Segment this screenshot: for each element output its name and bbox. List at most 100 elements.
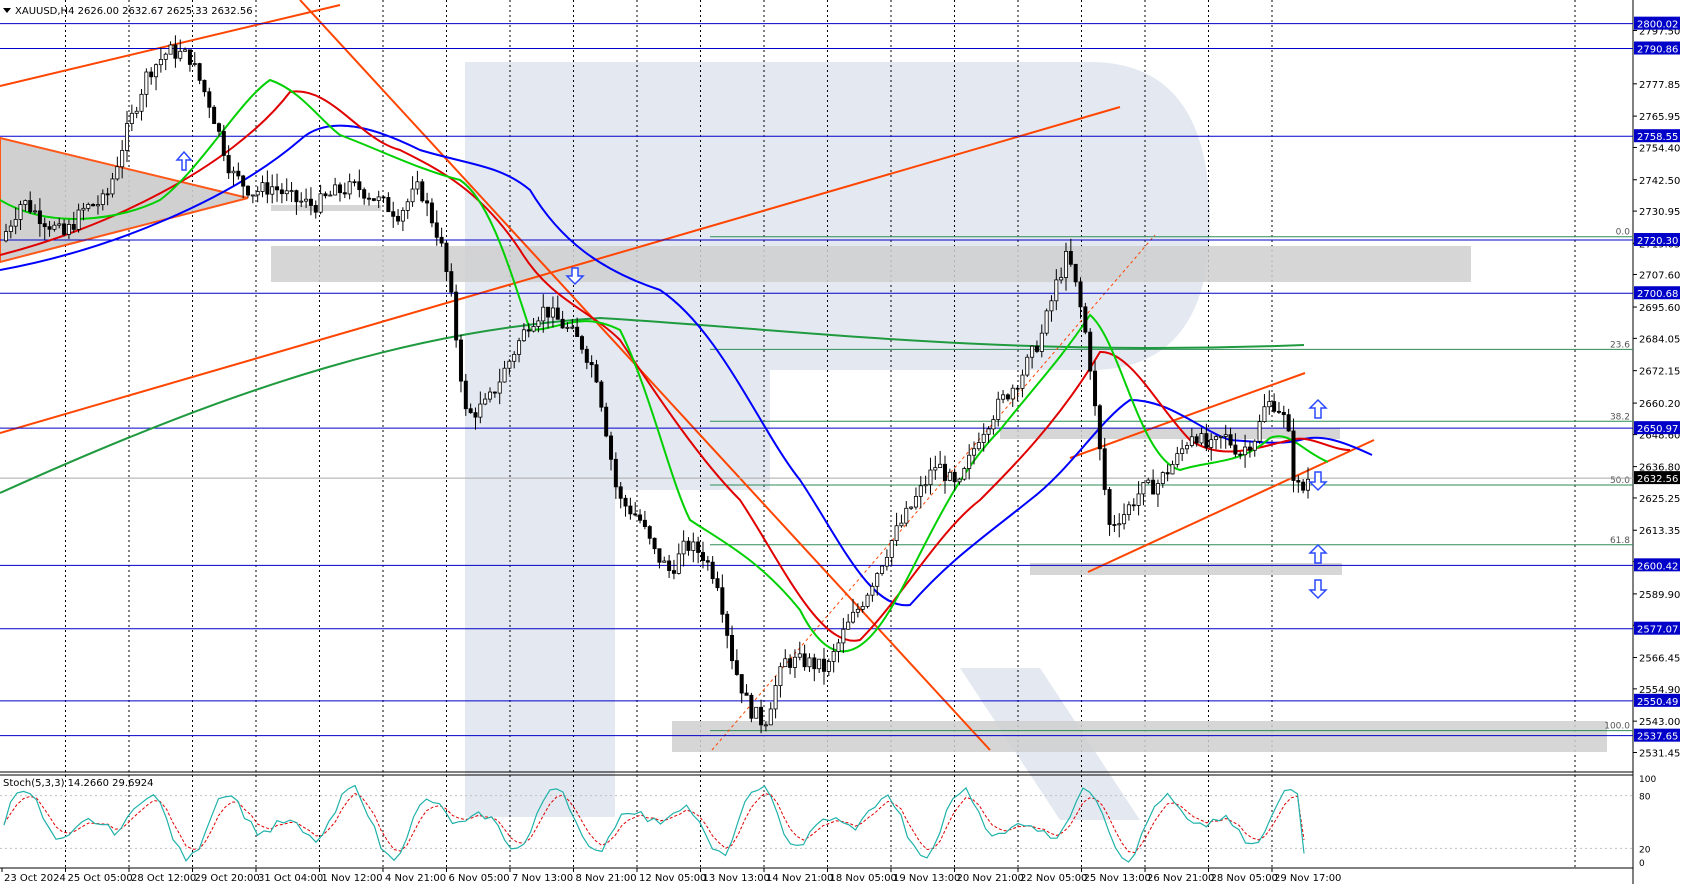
arrow-down-icon bbox=[565, 267, 585, 286]
candle-body bbox=[952, 471, 957, 483]
candle-body bbox=[86, 204, 91, 209]
current-price-label: 2632.56 bbox=[1637, 474, 1678, 485]
candle-body bbox=[1151, 479, 1156, 495]
stoch-tick-label: 20 bbox=[1639, 845, 1651, 855]
candle-body bbox=[347, 181, 352, 195]
candle-body bbox=[671, 570, 676, 574]
candle-body bbox=[1025, 356, 1030, 376]
stoch-tick-label: 80 bbox=[1639, 793, 1651, 803]
price-tick-label: 2531.45 bbox=[1639, 748, 1680, 759]
candle-body bbox=[962, 468, 967, 480]
candles bbox=[4, 35, 1311, 734]
candle-body bbox=[541, 306, 546, 322]
candle-body bbox=[212, 106, 217, 125]
candle-body bbox=[720, 587, 725, 615]
candle-body bbox=[1184, 445, 1189, 450]
candle-body bbox=[241, 175, 246, 187]
candle-body bbox=[1272, 401, 1277, 412]
candle-body bbox=[279, 189, 284, 195]
candle-body bbox=[851, 611, 856, 623]
triangle-down-icon bbox=[3, 8, 11, 13]
candle-body bbox=[1214, 436, 1219, 441]
time-label: 12 Nov 05:00 bbox=[639, 873, 706, 884]
level-tag-label: 2700.68 bbox=[1637, 289, 1678, 300]
price-tick-label: 2543.00 bbox=[1639, 717, 1680, 728]
candle-body bbox=[497, 381, 502, 394]
level-tag bbox=[1634, 558, 1680, 572]
candle-body bbox=[894, 525, 899, 541]
candle-body bbox=[120, 150, 125, 168]
candle-body bbox=[986, 428, 991, 435]
candle-body bbox=[23, 200, 28, 205]
level-tag bbox=[1634, 129, 1680, 143]
candle-body bbox=[536, 320, 541, 327]
candle-body bbox=[565, 326, 570, 329]
candle-body bbox=[647, 526, 652, 539]
price-tick-label: 2589.90 bbox=[1639, 590, 1680, 601]
candle-body bbox=[1010, 387, 1015, 400]
price-tick-label: 2754.40 bbox=[1639, 143, 1680, 154]
candle-body bbox=[1063, 250, 1068, 278]
time-label: 8 Nov 21:00 bbox=[576, 873, 637, 884]
time-label: 20 Nov 21:00 bbox=[957, 873, 1024, 884]
time-label: 1 Nov 12:00 bbox=[322, 873, 383, 884]
candle-body bbox=[47, 226, 52, 230]
price-tick-label: 2625.25 bbox=[1639, 494, 1680, 505]
candle-body bbox=[434, 222, 439, 238]
candle-body bbox=[1252, 440, 1257, 451]
zones bbox=[271, 205, 1607, 752]
level-tag bbox=[1634, 41, 1680, 55]
candle-body bbox=[1073, 263, 1078, 283]
candle-body bbox=[458, 339, 463, 382]
candle-body bbox=[512, 353, 517, 362]
candle-body bbox=[1131, 504, 1136, 507]
candle-body bbox=[768, 708, 773, 726]
price-tick-label: 2613.35 bbox=[1639, 526, 1680, 537]
candle-body bbox=[207, 91, 212, 108]
candle-body bbox=[841, 628, 846, 644]
candle-body bbox=[1107, 489, 1112, 525]
candle-body bbox=[352, 181, 357, 184]
candle-body bbox=[991, 419, 996, 430]
candle-body bbox=[1296, 480, 1301, 483]
candle-body bbox=[749, 694, 754, 719]
candle-body bbox=[763, 724, 768, 727]
candle-body bbox=[531, 326, 536, 332]
candle-body bbox=[429, 202, 434, 224]
candle-body bbox=[1001, 394, 1006, 400]
candle-body bbox=[1044, 310, 1049, 334]
candle-body bbox=[942, 463, 947, 481]
candle-body bbox=[705, 560, 710, 563]
candle-body bbox=[773, 685, 778, 710]
fib-label: 23.6 bbox=[1610, 340, 1630, 350]
candle-body bbox=[71, 224, 76, 230]
price-tick-label: 2777.85 bbox=[1639, 80, 1680, 91]
candle-body bbox=[386, 197, 391, 213]
candle-body bbox=[226, 155, 231, 174]
level-tag-label: 2800.02 bbox=[1637, 20, 1678, 31]
candle-body bbox=[425, 200, 430, 204]
level-tag bbox=[1634, 728, 1680, 742]
price-tick-label: 2707.60 bbox=[1639, 270, 1680, 281]
candle-body bbox=[1267, 401, 1272, 408]
candle-body bbox=[488, 391, 493, 400]
candle-body bbox=[454, 291, 459, 341]
candle-body bbox=[168, 44, 173, 55]
time-label: 6 Nov 05:00 bbox=[449, 873, 510, 884]
candle-body bbox=[734, 660, 739, 675]
candle-body bbox=[1306, 478, 1311, 491]
candle-body bbox=[1281, 411, 1286, 416]
candle-body bbox=[318, 193, 323, 213]
candle-body bbox=[1291, 430, 1296, 481]
candle-body bbox=[1233, 444, 1238, 455]
time-label: 19 Nov 13:00 bbox=[893, 873, 960, 884]
candle-body bbox=[889, 540, 894, 558]
candle-body bbox=[855, 608, 860, 613]
chart-header-text: XAUUSD,H4 2626.00 2632.67 2625.33 2632.5… bbox=[15, 6, 253, 17]
candle-body bbox=[483, 398, 488, 405]
candle-body bbox=[81, 207, 86, 211]
candle-body bbox=[870, 585, 875, 596]
candle-body bbox=[1030, 345, 1035, 358]
ma-red bbox=[0, 90, 1351, 642]
